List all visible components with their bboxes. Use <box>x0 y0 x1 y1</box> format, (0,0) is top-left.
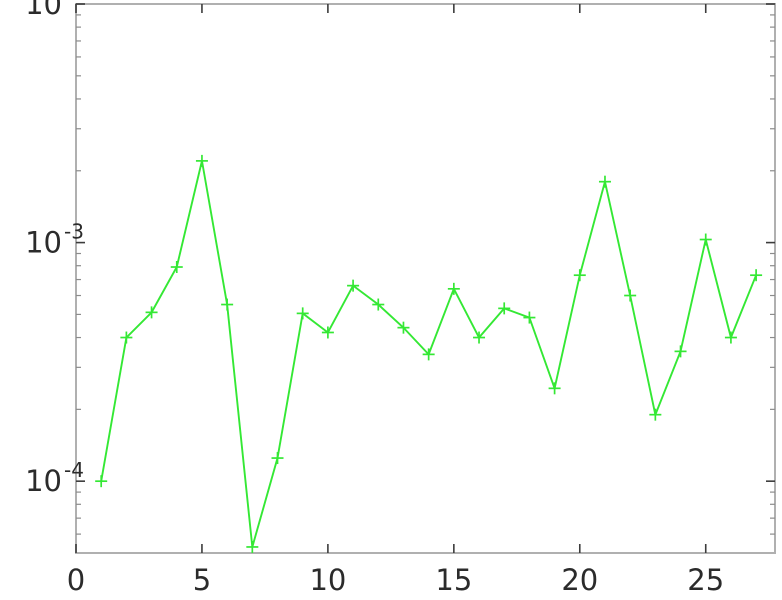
data-point-marker <box>548 382 561 395</box>
y-tick-label: 10 -4 <box>25 458 84 498</box>
data-point-marker <box>397 321 410 334</box>
data-point-marker <box>750 269 763 282</box>
data-point-marker <box>221 298 234 311</box>
data-point-marker <box>523 311 536 324</box>
data-point-marker <box>573 269 586 282</box>
y-axis-tick-labels: 10-210-310-4 <box>25 0 84 498</box>
data-point-marker <box>246 540 259 553</box>
data-series-layer <box>95 154 763 553</box>
data-point-marker <box>296 307 309 320</box>
axis-frame <box>75 3 776 554</box>
y-axis-ticks <box>76 3 775 535</box>
x-tick-label: 25 <box>687 563 724 597</box>
x-tick-label: 15 <box>435 563 472 597</box>
svg-text:-2: -2 <box>64 0 84 5</box>
data-point-marker <box>473 331 486 344</box>
x-tick-label: 5 <box>193 563 211 597</box>
data-point-marker <box>145 306 158 319</box>
data-point-marker <box>120 331 133 344</box>
y-tick-label: 10-2 <box>25 0 84 21</box>
svg-text:-4: -4 <box>64 458 84 482</box>
data-point-marker <box>422 348 435 361</box>
data-point-marker <box>724 331 737 344</box>
data-point-marker <box>321 326 334 339</box>
x-tick-label: 0 <box>67 563 85 597</box>
data-point-marker <box>271 452 284 465</box>
x-axis-tick-labels: 0 5 10 15 20 25 <box>67 563 724 597</box>
data-point-marker <box>598 175 611 188</box>
data-point-marker <box>447 282 460 295</box>
data-point-marker <box>170 261 183 274</box>
data-point-marker <box>95 475 108 488</box>
data-point-marker <box>649 408 662 421</box>
data-point-marker <box>498 302 511 315</box>
data-point-marker <box>674 345 687 358</box>
x-tick-label: 10 <box>309 563 346 597</box>
y-tick-label: 10 -3 <box>25 220 84 260</box>
svg-text:10: 10 <box>25 226 62 260</box>
data-point-marker <box>195 154 208 167</box>
data-point-marker <box>624 289 637 302</box>
x-axis-ticks <box>75 4 707 553</box>
svg-text:10: 10 <box>25 0 62 21</box>
data-point-marker <box>347 279 360 292</box>
data-point-marker <box>372 298 385 311</box>
data-series <box>95 154 763 553</box>
data-point-marker <box>699 233 712 246</box>
svg-text:-3: -3 <box>64 220 84 244</box>
svg-text:10: 10 <box>25 464 62 498</box>
x-tick-label: 20 <box>561 563 598 597</box>
